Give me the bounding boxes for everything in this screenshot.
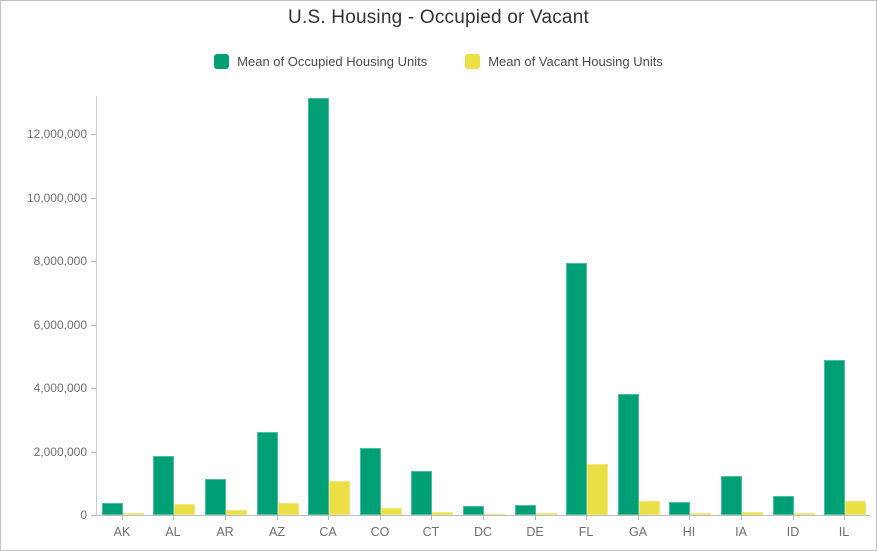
y-tick-label: 10,000,000	[26, 191, 87, 205]
y-tick-label: 2,000,000	[33, 445, 87, 459]
x-axis-label-IA: IA	[735, 525, 747, 539]
bar-vacant-CO[interactable]	[380, 508, 402, 515]
bar-vacant-CA[interactable]	[329, 481, 351, 515]
bar-occupied-ID[interactable]	[772, 495, 794, 515]
bar-occupied-IL[interactable]	[824, 360, 846, 515]
legend-label-occupied: Mean of Occupied Housing Units	[237, 54, 428, 69]
x-axis-label-CA: CA	[319, 525, 337, 539]
y-tick	[91, 261, 96, 262]
x-axis-label-GA: GA	[628, 525, 648, 539]
x-tick	[277, 516, 278, 520]
x-axis-label-AR: AR	[216, 525, 234, 539]
bar-occupied-AK[interactable]	[101, 502, 123, 515]
x-axis-label-DC: DC	[473, 525, 493, 539]
x-axis-label-ID: ID	[786, 525, 800, 539]
y-tick-label: 0	[80, 508, 87, 522]
bar-occupied-CT[interactable]	[411, 471, 433, 515]
bar-occupied-CA[interactable]	[308, 98, 330, 515]
y-tick-label: 12,000,000	[26, 127, 87, 141]
bar-occupied-DE[interactable]	[514, 504, 536, 515]
bar-occupied-HI[interactable]	[669, 502, 691, 515]
x-tick	[380, 516, 381, 520]
bar-occupied-CO[interactable]	[359, 448, 381, 515]
bar-occupied-DC[interactable]	[463, 505, 484, 515]
x-axis-label-DE: DE	[526, 525, 544, 539]
vacant-swatch-icon	[465, 54, 481, 69]
y-tick-label: 4,000,000	[33, 381, 87, 395]
x-tick	[586, 516, 587, 520]
bar-vacant-IA[interactable]	[742, 511, 763, 515]
x-tick	[689, 516, 690, 520]
x-axis-label-AZ: AZ	[269, 525, 285, 539]
y-tick	[91, 134, 96, 135]
y-tick	[91, 452, 96, 453]
x-tick	[173, 516, 174, 520]
bar-occupied-GA[interactable]	[617, 394, 639, 515]
bar-vacant-AK[interactable]	[122, 513, 144, 515]
plot-area	[96, 96, 871, 516]
legend-label-vacant: Mean of Vacant Housing Units	[488, 54, 663, 69]
x-tick	[328, 516, 329, 520]
bar-occupied-AZ[interactable]	[256, 432, 278, 515]
y-tick	[91, 388, 96, 389]
y-tick-label: 8,000,000	[33, 254, 87, 268]
bar-vacant-ID[interactable]	[793, 512, 815, 515]
bar-vacant-HI[interactable]	[690, 513, 712, 515]
bar-vacant-FL[interactable]	[587, 463, 609, 515]
bar-vacant-AZ[interactable]	[277, 503, 299, 515]
bar-vacant-IL[interactable]	[845, 500, 867, 515]
bar-vacant-GA[interactable]	[638, 500, 660, 515]
x-tick	[225, 516, 226, 520]
x-tick	[741, 516, 742, 520]
legend: Mean of Occupied Housing Units Mean of V…	[1, 54, 876, 69]
bar-occupied-IA[interactable]	[721, 476, 742, 515]
bar-occupied-FL[interactable]	[566, 263, 588, 515]
legend-item-occupied[interactable]: Mean of Occupied Housing Units	[214, 54, 427, 69]
x-axis-label-CT: CT	[422, 525, 440, 539]
x-tick	[535, 516, 536, 520]
x-tick	[483, 516, 484, 520]
x-axis-label-FL: FL	[578, 525, 594, 539]
x-axis-label-CO: CO	[370, 525, 390, 539]
bar-occupied-AR[interactable]	[205, 479, 226, 515]
legend-item-vacant[interactable]: Mean of Vacant Housing Units	[465, 54, 663, 69]
x-tick	[638, 516, 639, 520]
chart-title: U.S. Housing - Occupied or Vacant	[288, 7, 589, 28]
x-tick	[431, 516, 432, 520]
bar-vacant-DC[interactable]	[484, 514, 505, 515]
bar-occupied-AL[interactable]	[153, 456, 175, 515]
bar-vacant-AL[interactable]	[174, 503, 196, 515]
bar-vacant-CT[interactable]	[432, 511, 454, 515]
y-tick	[91, 515, 96, 516]
x-axis-label-AK: AK	[113, 525, 131, 539]
y-tick	[91, 325, 96, 326]
x-tick	[122, 516, 123, 520]
y-tick-label: 6,000,000	[33, 318, 87, 332]
bar-vacant-AR[interactable]	[226, 509, 247, 515]
y-tick	[91, 198, 96, 199]
occupied-swatch-icon	[214, 54, 230, 69]
x-axis-label-AL: AL	[165, 525, 181, 539]
x-tick	[844, 516, 845, 520]
bar-vacant-DE[interactable]	[535, 513, 557, 515]
x-tick	[793, 516, 794, 520]
x-axis-label-IL: IL	[838, 525, 850, 539]
x-axis-label-HI: HI	[682, 525, 696, 539]
